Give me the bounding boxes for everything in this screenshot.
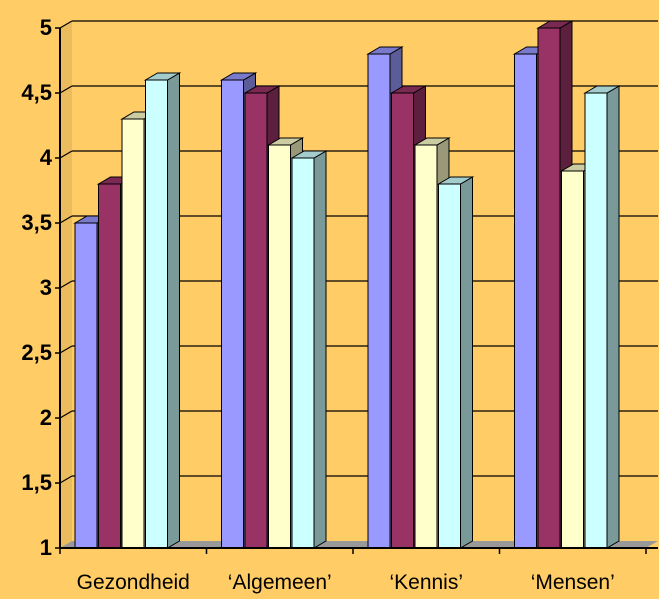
y-tick-label: 2,5	[21, 340, 52, 365]
y-tick-label: 5	[40, 15, 52, 40]
axes	[59, 28, 658, 554]
bar-front	[414, 144, 438, 549]
x-category-label: Gezondheid	[77, 571, 190, 594]
y-tick-label: 4,5	[21, 80, 52, 105]
bar-front	[367, 53, 391, 549]
gridline-side	[59, 475, 73, 484]
gridline-side	[59, 345, 73, 354]
bar-front	[74, 222, 98, 549]
bar-side	[313, 150, 327, 549]
bar-side	[460, 176, 473, 549]
bar	[536, 20, 574, 549]
bar-side	[606, 85, 620, 549]
y-tick-label: 2	[40, 405, 52, 430]
bar	[583, 85, 621, 549]
bar-front	[391, 92, 414, 549]
bar-front	[537, 27, 561, 549]
y-axis-tick-labels: 1 1,5 2 2,5 3 3,5 4 4,5 5	[21, 15, 52, 560]
bar-front	[438, 183, 461, 549]
x-category-label: ‘Mensen’	[531, 571, 615, 594]
bar-front	[514, 53, 537, 549]
y-tick-label: 3,5	[21, 210, 52, 235]
bar	[143, 72, 182, 549]
bar	[436, 176, 475, 549]
bar-front	[291, 157, 315, 549]
bar	[290, 150, 328, 549]
x-axis-category-labels: Gezondheid ‘Algemeen’ ‘Kennis’ ‘Mensen’	[77, 571, 615, 594]
gridline-side	[59, 150, 73, 159]
y-tick-label: 1,5	[21, 470, 52, 495]
bar-front	[98, 183, 121, 549]
y-tick-label: 3	[40, 275, 52, 300]
gridline-side	[59, 410, 73, 419]
bar-front	[221, 79, 244, 549]
gridline-side	[59, 215, 73, 224]
bars	[73, 20, 621, 549]
bar-front	[584, 92, 608, 549]
y-tick-label: 4	[40, 145, 53, 170]
bar-side	[167, 72, 180, 549]
gridline-side	[59, 20, 73, 29]
bar-front	[145, 79, 168, 549]
floor	[60, 541, 658, 548]
bar-front	[561, 170, 584, 549]
gridline-side	[59, 280, 73, 289]
bar-front	[121, 118, 145, 549]
gridline-side	[59, 85, 73, 94]
bar-front	[244, 92, 268, 549]
x-category-label: ‘Kennis’	[389, 571, 463, 594]
x-category-label: ‘Algemeen’	[228, 571, 332, 594]
bar-front	[268, 144, 291, 549]
y-tick-label: 1	[40, 535, 52, 560]
